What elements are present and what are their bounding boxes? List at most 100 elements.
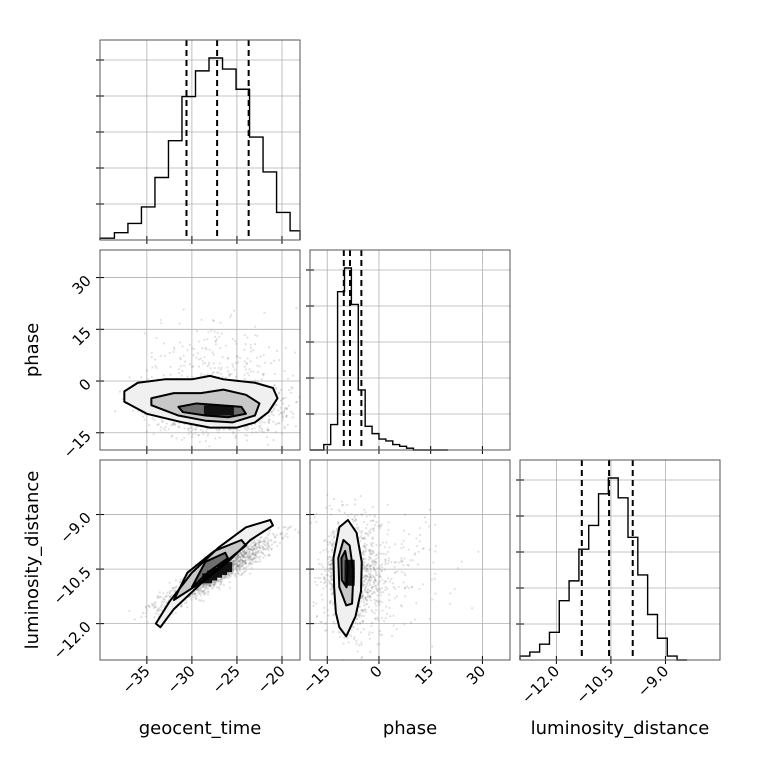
sample-point [375, 521, 378, 524]
sample-point [268, 414, 271, 418]
sample-point [143, 418, 146, 421]
sample-point [341, 504, 344, 507]
sample-point [400, 605, 403, 608]
sample-point [374, 584, 378, 587]
sample-point [151, 417, 154, 420]
sample-point [246, 547, 250, 550]
sample-point [219, 578, 222, 581]
sample-point [238, 563, 241, 566]
sample-point [194, 595, 197, 599]
sample-point [354, 621, 357, 624]
sample-point [366, 567, 369, 571]
sample-point [199, 586, 202, 589]
y-tick-label-phase: −15 [60, 427, 95, 462]
sample-point [328, 563, 332, 567]
sample-point [243, 562, 246, 565]
sample-point [360, 643, 363, 646]
sample-point [142, 415, 145, 418]
sample-point [237, 564, 240, 567]
sample-point [362, 576, 365, 579]
panel-content [310, 493, 480, 660]
sample-point [352, 626, 355, 629]
sample-point [330, 543, 333, 546]
sample-point [235, 342, 238, 345]
sample-point [353, 636, 356, 639]
sample-point [178, 371, 181, 375]
sample-point [422, 547, 425, 551]
sample-point [240, 552, 243, 555]
sample-point [238, 556, 241, 559]
sample-point [352, 637, 356, 641]
sample-point [261, 421, 264, 424]
sample-point [167, 427, 170, 431]
sample-point [248, 544, 251, 548]
sample-point [247, 550, 251, 554]
sample-point [238, 555, 241, 559]
sample-point [358, 529, 361, 532]
sample-point [369, 575, 373, 578]
sample-point [365, 568, 369, 571]
sample-point [156, 423, 159, 427]
sample-point [361, 594, 364, 597]
sample-point [375, 587, 378, 590]
sample-point [165, 422, 168, 425]
sample-point [263, 540, 266, 543]
sample-point [388, 546, 391, 549]
sample-point [168, 581, 171, 584]
sample-point [192, 347, 196, 351]
sample-point [183, 601, 186, 605]
sample-point [387, 521, 390, 524]
sample-point [181, 345, 184, 348]
sample-point [232, 569, 235, 573]
sample-point [261, 546, 265, 549]
sample-point [268, 554, 271, 557]
sample-point [258, 557, 261, 560]
sample-point [317, 562, 321, 565]
sample-point [279, 406, 282, 409]
sample-point [244, 551, 247, 554]
sample-point [253, 544, 257, 547]
sample-point [233, 560, 236, 563]
sample-point [235, 561, 238, 565]
sample-point [205, 587, 208, 590]
sample-point [239, 562, 242, 565]
sample-point [362, 550, 365, 554]
sample-point [417, 550, 420, 553]
sample-point [150, 376, 153, 379]
sample-point [169, 589, 172, 592]
sample-point [291, 412, 295, 416]
sample-point [329, 513, 333, 516]
sample-point [153, 606, 156, 609]
sample-point [157, 608, 160, 611]
sample-point [205, 584, 208, 587]
sample-point [266, 436, 269, 439]
sample-point [204, 584, 207, 587]
sample-point [274, 387, 277, 390]
sample-point [259, 555, 262, 558]
sample-point [376, 567, 379, 570]
sample-point [247, 562, 251, 565]
sample-point [357, 613, 360, 617]
sample-point [215, 586, 219, 589]
sample-point [268, 553, 271, 556]
sample-point [205, 430, 208, 433]
sample-point [330, 559, 333, 562]
sample-point [171, 434, 174, 437]
sample-point [263, 361, 267, 364]
sample-point [362, 558, 365, 561]
sample-point [324, 538, 327, 542]
sample-point [236, 556, 239, 560]
sample-point [279, 533, 282, 536]
sample-point [214, 581, 217, 584]
sample-point [329, 571, 333, 574]
sample-point [262, 540, 265, 543]
sample-point [218, 335, 221, 338]
sample-point [243, 548, 246, 551]
sample-point [380, 563, 384, 566]
sample-point [204, 591, 207, 595]
sample-point [434, 550, 437, 553]
sample-point [366, 563, 369, 567]
sample-point [378, 603, 381, 606]
sample-point [376, 583, 379, 586]
sample-point [258, 421, 261, 424]
